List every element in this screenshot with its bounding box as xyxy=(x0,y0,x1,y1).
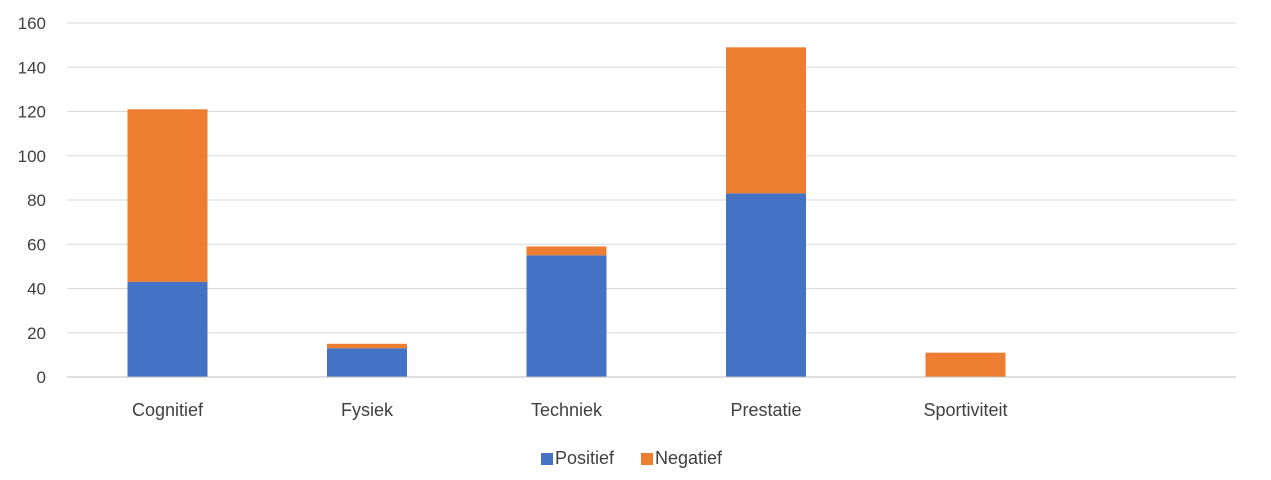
y-tick-label: 100 xyxy=(18,147,46,166)
legend-label-negatief: Negatief xyxy=(655,448,723,468)
legend-swatch-positief xyxy=(541,453,553,465)
y-tick-label: 20 xyxy=(27,324,46,343)
legend: Positief Negatief xyxy=(541,448,723,468)
y-tick-label: 60 xyxy=(27,235,46,254)
x-category-label: Prestatie xyxy=(730,400,801,420)
bar-positief-cognitief xyxy=(127,281,208,377)
bar-positief-prestatie xyxy=(726,193,806,377)
y-tick-label: 120 xyxy=(18,103,46,122)
y-tick-label: 140 xyxy=(18,58,46,77)
bar-positief-techniek xyxy=(526,255,607,377)
bar-negatief-techniek xyxy=(526,246,607,256)
y-tick-label: 80 xyxy=(27,191,46,210)
y-tick-label: 40 xyxy=(27,280,46,299)
bars xyxy=(127,47,1006,377)
y-tick-label: 0 xyxy=(37,368,46,387)
x-axis-categories: Cognitief Fysiek Techniek Prestatie Sportivi… xyxy=(132,400,1008,420)
bar-negatief-fysiek xyxy=(327,343,407,349)
x-category-label: Cognitief xyxy=(132,400,204,420)
x-category-label: Fysiek xyxy=(341,400,394,420)
bar-negatief-prestatie xyxy=(726,47,806,194)
gridlines xyxy=(67,22,1236,334)
x-category-label: Techniek xyxy=(531,400,603,420)
y-axis-ticks: 0 20 40 60 80 100 120 140 160 xyxy=(18,14,46,387)
x-category-label: Sportiviteit xyxy=(923,400,1007,420)
bar-negatief-sportiviteit xyxy=(925,352,1006,377)
y-tick-label: 160 xyxy=(18,14,46,33)
bar-negatief-cognitief xyxy=(127,109,208,282)
legend-label-positief: Positief xyxy=(555,448,615,468)
legend-swatch-negatief xyxy=(641,453,653,465)
bar-positief-fysiek xyxy=(327,348,407,377)
